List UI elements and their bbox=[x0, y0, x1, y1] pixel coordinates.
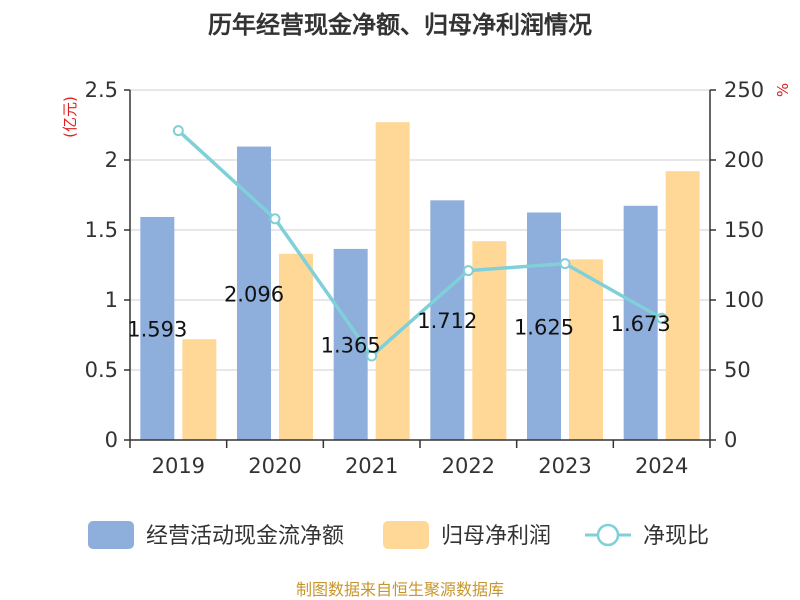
cashflow-bar bbox=[527, 212, 561, 440]
net-profit-bar bbox=[472, 241, 507, 440]
net-profit-bar bbox=[182, 339, 217, 440]
left-tick-label: 1 bbox=[105, 288, 118, 312]
cashflow-bar bbox=[237, 146, 271, 440]
right-tick-label: 200 bbox=[724, 148, 764, 172]
x-tick-label: 2022 bbox=[442, 454, 495, 478]
ratio-point bbox=[269, 213, 281, 225]
left-axis-unit: (亿元) bbox=[61, 96, 79, 138]
gridlines bbox=[130, 89, 710, 441]
ratio-point bbox=[366, 350, 378, 362]
cashflow-value-label: 1.712 bbox=[417, 309, 477, 333]
net-profit-bar bbox=[279, 253, 313, 440]
tick-labels: 0 0.5 1 1.5 2 2.5 0 50 100 150 200 250 2019 2020 2021 2… bbox=[85, 78, 765, 478]
legend-swatch-0 bbox=[88, 521, 134, 549]
left-tick-label: 2 bbox=[105, 148, 118, 172]
net-profit-bar bbox=[665, 171, 700, 440]
cashflow-value-label: 1.673 bbox=[611, 312, 671, 336]
x-tick-label: 2019 bbox=[152, 454, 205, 478]
cashflow-value-label: 2.096 bbox=[224, 282, 284, 306]
cashflow-value-label: 1.593 bbox=[127, 317, 187, 341]
net-profit-bar bbox=[375, 122, 410, 440]
right-axis-unit: % bbox=[774, 83, 792, 97]
right-tick-label: 250 bbox=[724, 78, 764, 102]
net-profit-bar bbox=[569, 259, 603, 440]
ratio-point bbox=[462, 265, 474, 277]
data-labels: 1.593 2.096 1.365 1.712 1.625 1.673 bbox=[127, 282, 670, 357]
legend-label: 归母净利润 bbox=[441, 524, 551, 549]
legend-label: 经营活动现金流净额 bbox=[146, 524, 344, 549]
bar-group bbox=[140, 122, 700, 440]
ratio-line bbox=[177, 129, 663, 358]
cashflow-bar bbox=[430, 200, 465, 440]
ratio-point bbox=[559, 258, 571, 270]
cashflow-bar bbox=[623, 205, 658, 440]
cashflow-bar bbox=[140, 216, 175, 440]
x-tick-label: 2020 bbox=[248, 454, 301, 478]
left-tick-label: 0.5 bbox=[85, 358, 118, 382]
left-tick-label: 1.5 bbox=[85, 218, 118, 242]
cashflow-value-label: 1.365 bbox=[321, 333, 381, 357]
ratio-point bbox=[172, 125, 184, 137]
x-tick-label: 2024 bbox=[635, 454, 688, 478]
cashflow-value-label: 1.625 bbox=[514, 315, 574, 339]
ratio-line-group bbox=[172, 125, 668, 362]
x-tick-label: 2023 bbox=[538, 454, 591, 478]
right-tick-label: 100 bbox=[724, 288, 764, 312]
legend-swatch-1 bbox=[383, 521, 429, 549]
x-tick-label: 2021 bbox=[345, 454, 398, 478]
right-tick-label: 150 bbox=[724, 218, 764, 242]
chart-title: 历年经营现金净额、归母净利润情况 bbox=[208, 11, 592, 39]
ratio-point bbox=[656, 312, 668, 324]
legend-marker bbox=[596, 523, 620, 547]
legend-label: 净现比 bbox=[643, 524, 709, 549]
right-tick-label: 0 bbox=[724, 428, 737, 452]
axes bbox=[124, 89, 716, 448]
left-tick-label: 2.5 bbox=[85, 78, 118, 102]
left-tick-label: 0 bbox=[105, 428, 118, 452]
legend: 经营活动现金流净额 归母净利润 净现比 bbox=[88, 521, 709, 549]
right-tick-label: 50 bbox=[724, 358, 751, 382]
source-note: 制图数据来自恒生聚源数据库 bbox=[296, 580, 504, 599]
